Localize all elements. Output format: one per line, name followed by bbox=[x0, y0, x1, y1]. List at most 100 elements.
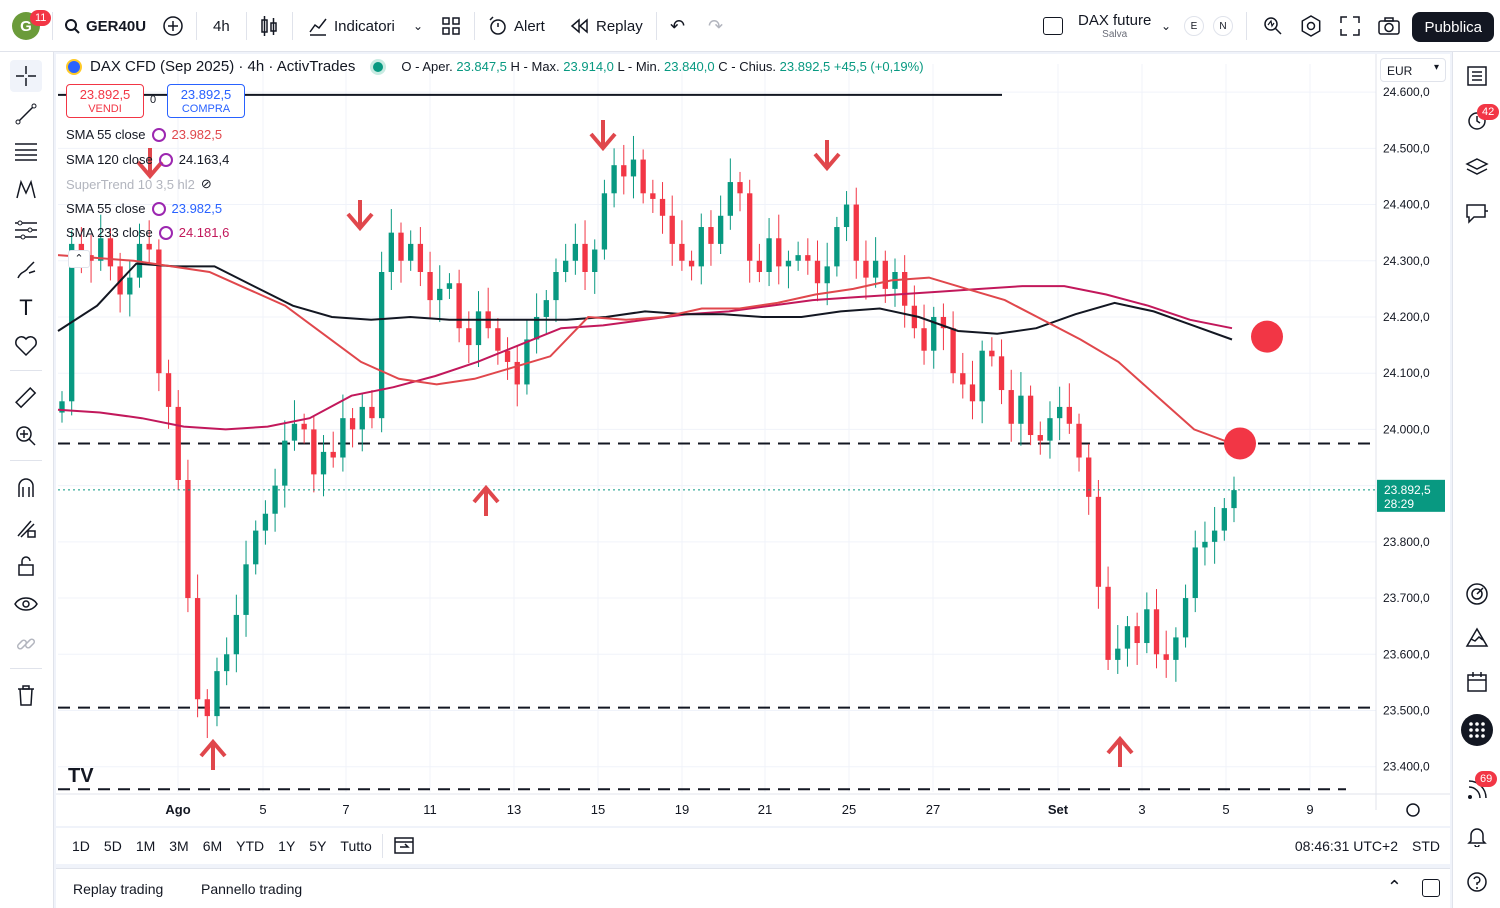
candle[interactable] bbox=[243, 564, 249, 615]
candle[interactable] bbox=[669, 215, 675, 244]
candle[interactable] bbox=[1163, 654, 1169, 660]
candle[interactable] bbox=[340, 418, 346, 458]
range-3m[interactable]: 3M bbox=[169, 838, 189, 854]
candle[interactable] bbox=[185, 480, 191, 599]
candle[interactable] bbox=[776, 238, 782, 267]
stay-drawing-tool[interactable] bbox=[10, 512, 42, 544]
candle[interactable] bbox=[843, 204, 850, 228]
candle[interactable] bbox=[78, 243, 85, 256]
candle[interactable] bbox=[1008, 390, 1014, 424]
candle[interactable] bbox=[107, 238, 114, 267]
candle[interactable] bbox=[621, 165, 627, 177]
candle[interactable] bbox=[504, 350, 511, 362]
sma-120-line[interactable] bbox=[57, 262, 1233, 341]
candle[interactable] bbox=[543, 300, 549, 317]
range-ytd[interactable]: YTD bbox=[236, 838, 265, 854]
candle[interactable] bbox=[524, 339, 530, 385]
candle[interactable] bbox=[1134, 626, 1140, 644]
candle[interactable] bbox=[456, 283, 462, 329]
candle[interactable] bbox=[950, 328, 956, 374]
candle[interactable] bbox=[601, 193, 608, 250]
layout-select-checkbox[interactable] bbox=[1043, 0, 1063, 52]
candle[interactable] bbox=[863, 260, 869, 278]
candle[interactable] bbox=[165, 373, 172, 407]
candle[interactable] bbox=[1211, 530, 1218, 542]
help-button[interactable] bbox=[1461, 866, 1493, 898]
candle[interactable] bbox=[1047, 418, 1053, 441]
range-5d[interactable]: 5D bbox=[103, 838, 122, 854]
candle[interactable] bbox=[1221, 508, 1227, 531]
candle[interactable] bbox=[872, 260, 879, 278]
buy-button[interactable]: 23.892,5 COMPRA bbox=[167, 84, 245, 118]
candle[interactable] bbox=[727, 182, 733, 216]
candle[interactable] bbox=[882, 260, 888, 289]
chart-type-button[interactable] bbox=[260, 0, 278, 52]
candle[interactable] bbox=[1202, 541, 1208, 548]
last-price-badge[interactable] bbox=[1377, 479, 1445, 512]
candle[interactable] bbox=[388, 232, 394, 272]
lock-tool[interactable] bbox=[10, 550, 42, 582]
candle[interactable] bbox=[737, 182, 743, 194]
candle[interactable] bbox=[553, 272, 559, 301]
text-tool[interactable]: T bbox=[10, 292, 42, 324]
link-tool[interactable] bbox=[10, 628, 42, 660]
redo-button[interactable]: ↷ bbox=[708, 0, 723, 52]
candle[interactable] bbox=[223, 654, 230, 672]
candle[interactable] bbox=[398, 232, 404, 261]
axis-settings-icon[interactable] bbox=[1406, 803, 1420, 817]
candle[interactable] bbox=[475, 311, 482, 346]
indicator-row[interactable]: SMA 120 close 24.163,4 bbox=[66, 152, 229, 167]
hide-tool[interactable] bbox=[10, 588, 42, 620]
arrow-down-marker[interactable] bbox=[589, 120, 617, 152]
candle[interactable] bbox=[408, 243, 414, 261]
legend-title[interactable]: DAX CFD (Sep 2025) · 4h · ActivTrades bbox=[90, 58, 356, 75]
arrow-up-marker[interactable] bbox=[1106, 735, 1134, 767]
candle[interactable] bbox=[659, 198, 666, 216]
candle[interactable] bbox=[931, 316, 937, 351]
range-6m[interactable]: 6M bbox=[202, 838, 223, 854]
sma-end-marker[interactable] bbox=[1251, 320, 1283, 353]
candle[interactable] bbox=[59, 401, 65, 413]
sma-55-line[interactable] bbox=[57, 254, 1233, 445]
candle[interactable] bbox=[349, 418, 356, 430]
quick-search-button[interactable] bbox=[1262, 0, 1284, 52]
interval-button[interactable]: 4h bbox=[213, 0, 230, 52]
candle[interactable] bbox=[1037, 435, 1043, 441]
candle[interactable] bbox=[698, 227, 704, 267]
candle[interactable] bbox=[1153, 609, 1160, 655]
candle[interactable] bbox=[146, 243, 152, 250]
candle[interactable] bbox=[824, 266, 830, 284]
delete-tool[interactable] bbox=[10, 680, 42, 712]
candle[interactable] bbox=[969, 384, 976, 402]
candle[interactable] bbox=[194, 598, 201, 700]
settings-button[interactable] bbox=[1300, 0, 1322, 52]
candle[interactable] bbox=[921, 328, 927, 351]
fib-tool[interactable] bbox=[10, 136, 42, 168]
indicator-row[interactable]: SMA 55 close 23.982,5 bbox=[66, 201, 222, 216]
favorites-tool[interactable] bbox=[10, 330, 42, 362]
candle[interactable] bbox=[156, 249, 162, 374]
ideas-button[interactable] bbox=[1461, 622, 1493, 654]
candle[interactable] bbox=[592, 249, 598, 272]
candle[interactable] bbox=[1192, 547, 1198, 599]
candle[interactable] bbox=[611, 165, 617, 194]
candle[interactable] bbox=[572, 243, 579, 261]
candle[interactable] bbox=[708, 227, 714, 244]
candle[interactable] bbox=[301, 423, 307, 430]
candle[interactable] bbox=[1144, 609, 1150, 644]
candle[interactable] bbox=[1173, 637, 1179, 660]
candle[interactable] bbox=[630, 159, 637, 177]
range-1y[interactable]: 1Y bbox=[278, 838, 296, 854]
layout-dropdown[interactable]: ⌄ bbox=[1161, 0, 1171, 52]
calendar-button[interactable] bbox=[1461, 666, 1493, 698]
compare-button[interactable] bbox=[162, 0, 184, 52]
pattern-tool[interactable] bbox=[10, 174, 42, 206]
range-1d[interactable]: 1D bbox=[72, 838, 90, 854]
candle[interactable] bbox=[282, 440, 288, 486]
candle[interactable] bbox=[175, 406, 181, 480]
range-1m[interactable]: 1M bbox=[135, 838, 156, 854]
candle[interactable] bbox=[378, 272, 385, 419]
candle[interactable] bbox=[756, 260, 763, 272]
candle[interactable] bbox=[437, 288, 443, 301]
indicators-button[interactable]: Indicatori bbox=[308, 0, 395, 52]
